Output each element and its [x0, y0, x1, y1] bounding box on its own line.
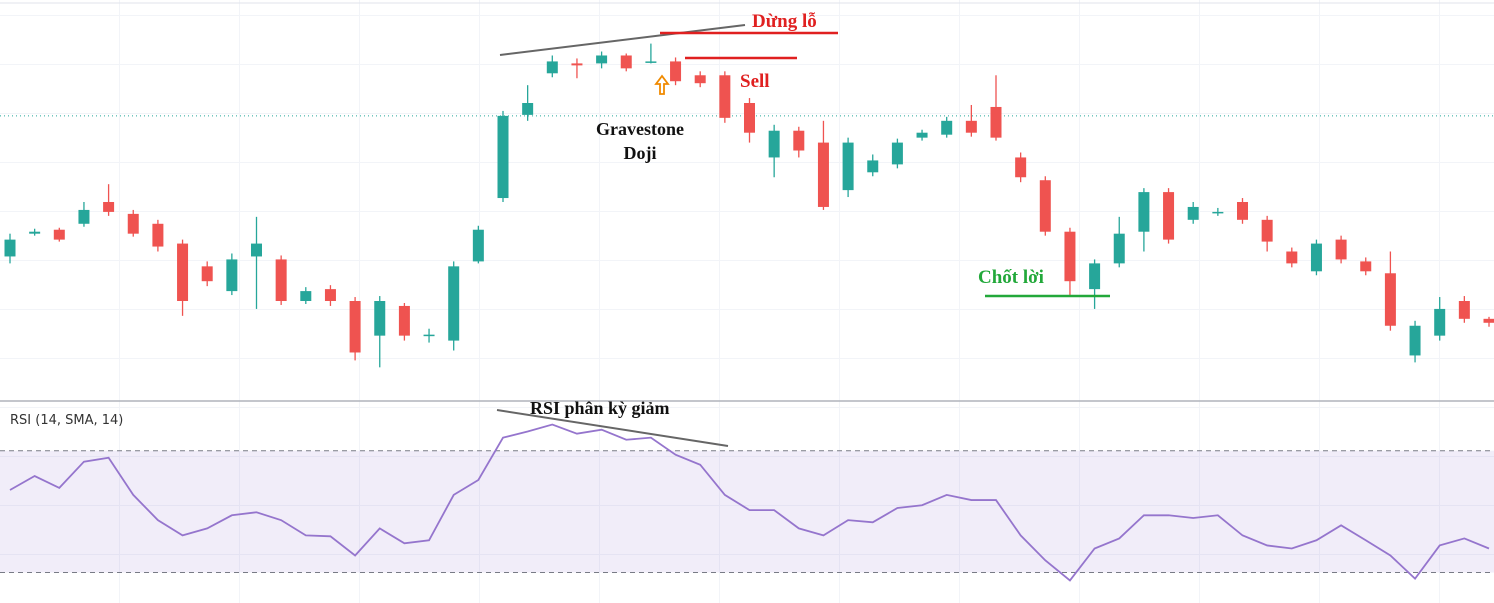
rsi-line	[9, 423, 1490, 582]
candle-body	[916, 132, 928, 138]
candle-body	[127, 213, 139, 234]
candle-body	[1286, 251, 1298, 264]
annotation: Gravestone Doji	[596, 119, 684, 163]
candle-body	[1458, 301, 1470, 319]
candle-body	[448, 266, 460, 341]
candle-body	[1089, 263, 1101, 290]
candle-body	[620, 55, 632, 69]
annotation: Dừng lỗ	[752, 11, 817, 32]
candle-body	[546, 61, 558, 74]
candle-body	[1138, 192, 1150, 232]
candle-body	[349, 301, 361, 353]
candle-body	[251, 243, 262, 257]
candle-body	[53, 229, 65, 240]
candle-body	[1064, 231, 1076, 282]
candle-body	[201, 266, 213, 282]
candle-body	[965, 120, 977, 133]
candle-body	[324, 289, 336, 301]
candle-body	[1310, 243, 1322, 272]
candle-body	[1434, 308, 1446, 336]
candle-body	[867, 160, 879, 173]
candle-body	[891, 142, 903, 165]
candle-body	[1113, 233, 1125, 264]
annotation: Sell	[740, 71, 770, 92]
candle-body	[1384, 273, 1396, 326]
annotation: RSI phân kỳ giảm	[530, 398, 670, 418]
candle-body	[1335, 239, 1347, 260]
candle-body	[1261, 219, 1273, 242]
candle-body	[842, 142, 854, 191]
candle-body	[744, 103, 755, 133]
candle-body	[522, 103, 534, 115]
candle-body	[817, 142, 829, 207]
legend: RSI (14, SMA, 14)	[10, 413, 124, 428]
candle-body	[1039, 180, 1051, 232]
candle-body	[1409, 325, 1421, 356]
arrow-icon	[654, 74, 670, 95]
candle-body	[596, 55, 608, 64]
candle-body	[398, 305, 410, 336]
candle-body	[275, 259, 287, 301]
candle-body	[472, 229, 484, 262]
candle-body	[226, 259, 238, 292]
candle-body	[719, 75, 731, 118]
candle-body	[300, 291, 312, 301]
candle-body	[1163, 192, 1175, 240]
candle-body	[1360, 261, 1372, 272]
candle-body	[1237, 202, 1248, 220]
candle-body	[423, 334, 435, 337]
candle-body	[645, 61, 657, 63]
candle-body	[1483, 318, 1494, 323]
candle-body	[103, 202, 115, 212]
candle-body	[670, 61, 682, 82]
candle-body	[571, 63, 583, 66]
candle-body	[941, 120, 953, 135]
trend-line	[499, 24, 746, 56]
candle-body	[4, 239, 16, 257]
candle-body	[78, 209, 90, 224]
candle-body	[1015, 157, 1027, 178]
candle-body	[1212, 211, 1224, 214]
candle-body	[694, 75, 706, 84]
candle-body	[990, 106, 1002, 138]
candle-body	[152, 223, 164, 247]
candle-body	[793, 130, 805, 151]
candle-body	[768, 130, 780, 158]
candle-body	[374, 301, 386, 336]
candle-body	[1187, 206, 1199, 220]
candle-body	[497, 115, 509, 199]
candle-body	[177, 243, 189, 301]
rsi-band	[0, 450, 1494, 573]
candle-body	[29, 231, 41, 234]
divergence-line	[496, 409, 729, 447]
annotation: Chốt lời	[978, 267, 1044, 288]
